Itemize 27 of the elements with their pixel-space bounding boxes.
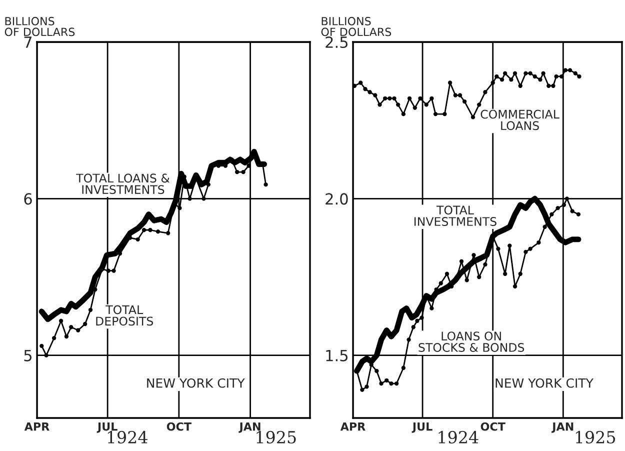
y-axis-title: BILLIONS OF DOLLARS: [4, 16, 75, 36]
y-tick-label: 2.0: [326, 193, 348, 205]
annotation: TOTAL LOANS & INVESTMENTS: [76, 174, 170, 194]
x-tick-label: APR: [340, 422, 366, 431]
annotation: TOTAL DEPOSITS: [96, 305, 154, 326]
text: 1924: [108, 430, 148, 444]
annotation: TOTAL INVESTMENTS: [414, 206, 496, 226]
x-tick-label: OCT: [166, 422, 192, 431]
x-tick-label: JUL: [96, 422, 118, 433]
y-tick-label: 5: [24, 350, 32, 362]
x-tick-label: JAN: [552, 422, 574, 433]
text: 1925: [576, 430, 616, 444]
y-tick-label: 2.5: [326, 36, 348, 48]
y-axis-title: BILLIONS OF DOLLARS: [321, 16, 392, 36]
y-tick-label: 7: [24, 36, 32, 48]
annotation: NEW YORK CITY: [147, 378, 245, 388]
x-tick-label: JUL: [412, 422, 432, 433]
x-tick-label: APR: [24, 422, 50, 431]
text: 1925: [256, 430, 296, 444]
annotation: NEW YORK CITY: [496, 378, 594, 388]
y-tick-label: 1.5: [326, 350, 348, 362]
x-tick-label: OCT: [480, 422, 506, 431]
annotation: COMMERCIAL LOANS: [480, 110, 560, 130]
x-tick-label: JAN: [238, 422, 260, 433]
annotation: LOANS ON STOCKS & BONDS: [418, 332, 524, 352]
text: 1924: [438, 430, 478, 444]
y-tick-label: 6: [24, 193, 32, 205]
